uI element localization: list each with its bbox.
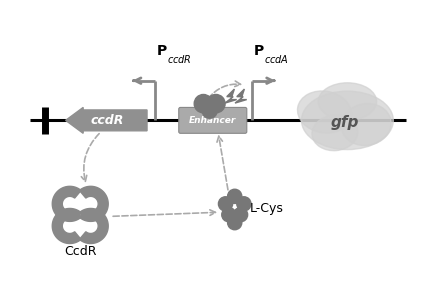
Text: CcdR: CcdR — [64, 245, 96, 258]
Text: $\mathbf{P}$: $\mathbf{P}$ — [156, 44, 168, 58]
Ellipse shape — [301, 91, 393, 150]
FancyBboxPatch shape — [179, 107, 247, 133]
Circle shape — [207, 94, 225, 113]
Text: gfp: gfp — [331, 115, 360, 130]
Polygon shape — [235, 89, 247, 103]
Circle shape — [222, 208, 236, 222]
Circle shape — [202, 103, 217, 118]
Text: ccdR: ccdR — [91, 114, 124, 127]
Ellipse shape — [318, 83, 377, 120]
Text: L-Cys: L-Cys — [249, 201, 283, 214]
Text: $\mathit{ccdR}$: $\mathit{ccdR}$ — [167, 53, 192, 65]
Circle shape — [218, 197, 233, 211]
Polygon shape — [79, 209, 108, 243]
Polygon shape — [52, 209, 81, 243]
Circle shape — [233, 208, 248, 222]
Circle shape — [228, 189, 242, 204]
Ellipse shape — [341, 104, 391, 145]
Polygon shape — [52, 186, 81, 221]
Ellipse shape — [297, 91, 351, 133]
Polygon shape — [79, 186, 108, 221]
Polygon shape — [225, 89, 237, 103]
Ellipse shape — [312, 115, 358, 151]
Text: $\mathit{ccdA}$: $\mathit{ccdA}$ — [264, 53, 289, 65]
Circle shape — [194, 94, 213, 113]
Circle shape — [228, 216, 242, 230]
Text: $\mathbf{P}$: $\mathbf{P}$ — [253, 44, 265, 58]
Text: Enhancer: Enhancer — [189, 116, 236, 125]
FancyArrow shape — [66, 107, 147, 133]
Circle shape — [237, 197, 251, 211]
